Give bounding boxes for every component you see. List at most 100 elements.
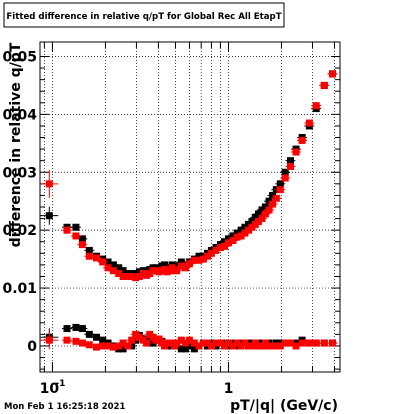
data-point-red	[286, 339, 294, 347]
data-point-red	[221, 242, 229, 250]
data-point-red	[254, 217, 262, 225]
data-point-red	[195, 342, 203, 350]
data-point-red	[272, 194, 280, 202]
y-tick-label: 0.02	[2, 223, 37, 239]
data-point-red	[128, 336, 136, 344]
data-point-red	[119, 339, 127, 347]
data-point-red	[181, 339, 189, 347]
data-point-red	[78, 339, 86, 347]
data-point-black	[132, 270, 140, 278]
data-point-black	[281, 168, 289, 176]
timestamp: Mon Feb 1 16:25:18 2021	[4, 402, 125, 412]
data-point-black	[224, 235, 232, 243]
data-point-black	[119, 267, 127, 275]
data-point-black	[269, 191, 277, 199]
data-point-red	[99, 342, 107, 350]
data-point-black	[78, 325, 86, 333]
data-point-red	[104, 264, 112, 272]
data-point-red	[237, 232, 245, 240]
data-point-red	[224, 239, 232, 247]
data-point-black	[177, 258, 185, 266]
data-point-black	[63, 325, 71, 333]
data-point-red	[177, 262, 185, 270]
data-point-black	[229, 232, 237, 240]
data-point-red	[185, 336, 193, 344]
data-point-black	[254, 210, 262, 218]
data-point-red	[78, 241, 86, 249]
data-point-red	[132, 330, 140, 338]
data-point-black	[233, 229, 241, 237]
x-tick-label: 1	[224, 381, 234, 397]
data-point-red	[305, 339, 313, 347]
axes: 10-1 100.010.020.030.040.05	[2, 42, 340, 397]
data-point-red	[292, 148, 300, 156]
data-point-red	[72, 337, 80, 345]
data-point-black	[190, 345, 198, 353]
data-point-red	[212, 246, 220, 254]
data-point-red	[320, 339, 328, 347]
data-point-red	[286, 162, 294, 170]
data-point-red	[63, 336, 71, 344]
data-point-red	[258, 215, 266, 223]
data-point-black	[99, 336, 107, 344]
data-point-black	[119, 345, 127, 353]
data-point-black	[72, 323, 80, 331]
plot-frame	[39, 41, 341, 373]
title-box	[3, 2, 285, 28]
data-point-red	[155, 335, 163, 343]
x-tick-label: 10	[40, 381, 60, 397]
data-point-red	[229, 237, 237, 245]
data-point-black	[135, 268, 143, 276]
data-point-red	[203, 252, 211, 260]
data-point-red	[85, 252, 93, 260]
data-point-red	[276, 342, 284, 350]
data-point-black	[72, 223, 80, 231]
data-point-black	[265, 197, 273, 205]
data-point-red	[143, 339, 151, 347]
data-point-red	[93, 254, 101, 262]
data-point-black	[261, 203, 269, 211]
data-point-black	[276, 180, 284, 188]
data-point-red	[320, 81, 328, 89]
y-axis-label: difference in relative q/pT	[8, 42, 24, 247]
data-point-red	[104, 342, 112, 350]
data-point-red	[281, 174, 289, 182]
data-point-red	[99, 258, 107, 266]
data-point-red	[124, 342, 132, 350]
y-tick-label: 0	[27, 339, 37, 355]
data-point-red	[237, 342, 245, 350]
data-point-black	[104, 258, 112, 266]
data-point-red	[221, 342, 229, 350]
data-point-red	[261, 210, 269, 218]
data-point-red	[173, 267, 181, 275]
data-point-red	[292, 342, 300, 350]
data-point-red	[63, 226, 71, 234]
data-point-red	[93, 343, 101, 351]
data-point-black	[221, 238, 229, 246]
data-point-red	[229, 342, 237, 350]
data-point-red	[177, 336, 185, 344]
data-point-red	[207, 249, 215, 257]
data-point-red	[199, 255, 207, 263]
data-point-red	[132, 274, 140, 282]
x-axis-label: pT/|q| (GeV/c)	[230, 398, 338, 414]
data-point-red	[329, 339, 337, 347]
data-point-black	[85, 246, 93, 254]
y-tick-label: 0.01	[2, 281, 37, 297]
data-point-red	[181, 264, 189, 272]
data-point-black	[85, 330, 93, 338]
data-point-red	[185, 260, 193, 268]
data-point-red	[203, 339, 211, 347]
data-point-red	[312, 339, 320, 347]
data-point-red	[329, 70, 337, 78]
data-point-black	[78, 235, 86, 243]
data-point-red	[276, 186, 284, 194]
data-point-red	[115, 270, 123, 278]
data-point-red	[45, 180, 53, 188]
data-point-red	[216, 244, 224, 252]
data-point-red	[216, 339, 224, 347]
chart-title: Fitted difference in relative q/pT for G…	[6, 12, 281, 22]
data-point-red	[265, 206, 273, 214]
data-point-red	[135, 272, 143, 280]
